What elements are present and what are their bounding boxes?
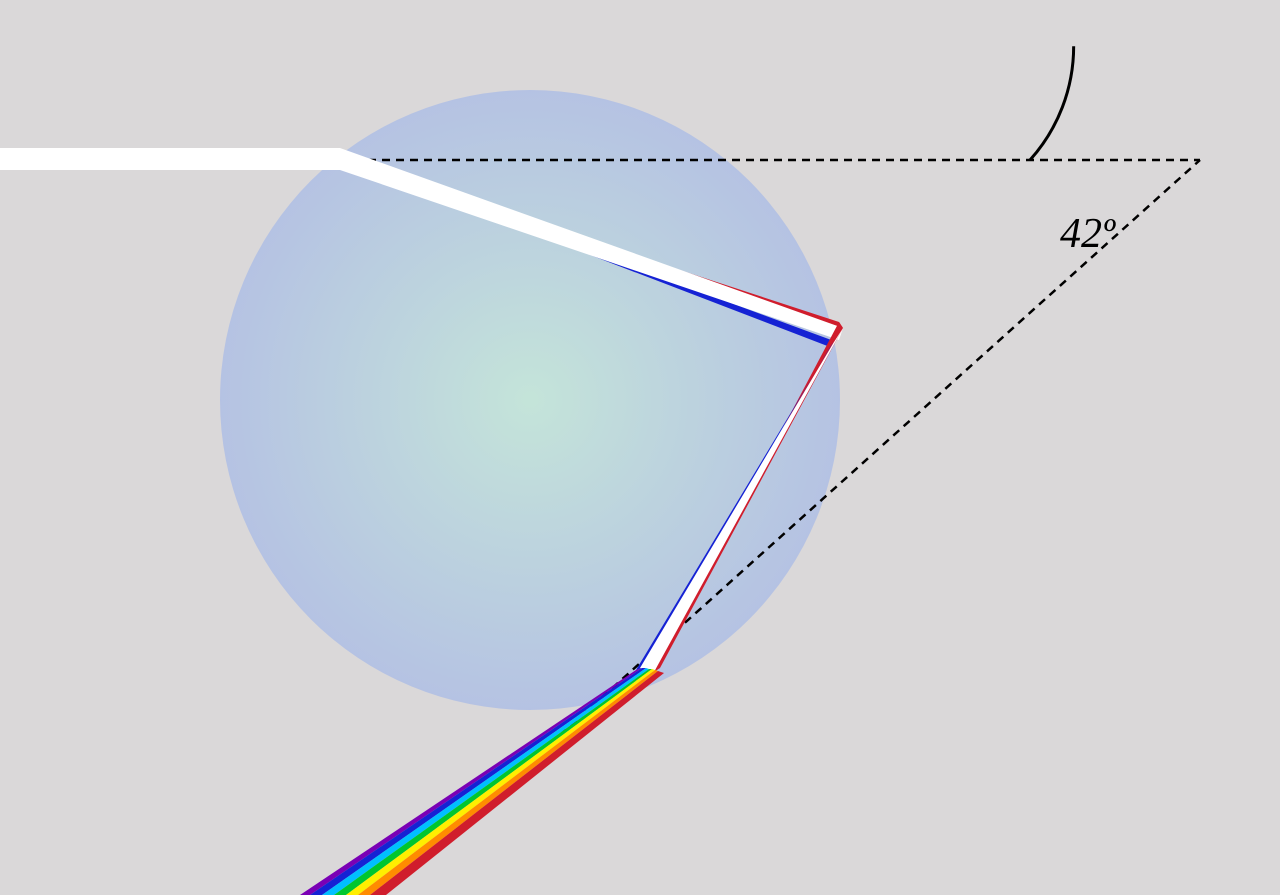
rainbow-refraction-diagram <box>0 0 1280 895</box>
water-droplet <box>220 90 840 710</box>
incoming-white-ray <box>0 148 340 170</box>
angle-label: 42º <box>1060 210 1115 258</box>
